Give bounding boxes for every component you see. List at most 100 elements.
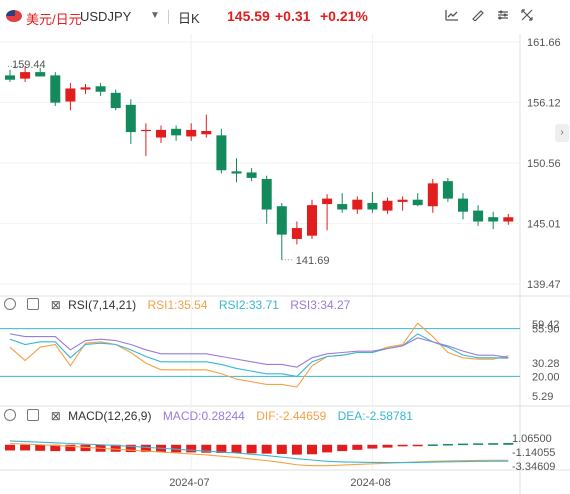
macd-bar xyxy=(412,444,423,447)
macd-tick-label: -3.34609 xyxy=(512,461,555,473)
candle-body xyxy=(337,204,348,210)
candle-body xyxy=(201,130,212,135)
dif-value: DIF:-2.44659 xyxy=(256,409,327,423)
macd-tick-label: 1.06500 xyxy=(512,433,552,445)
macd-bar xyxy=(110,444,121,452)
candle-body xyxy=(171,128,182,136)
macd-bar xyxy=(231,444,242,454)
candle-body xyxy=(95,86,106,92)
rsi2-value: RSI2:33.71 xyxy=(218,298,279,312)
macd-bar xyxy=(367,444,378,449)
high-label: 159.44 xyxy=(12,59,46,71)
rsi-square-icon: ⊠ xyxy=(50,298,61,312)
chart-canvas[interactable]: 159.44 141.69 161.66 156.12 150.56 145.01 139… xyxy=(0,34,570,494)
rsi-tick-label: 55.90 xyxy=(532,324,560,336)
rsi-tick-label: 59.42 xyxy=(532,319,560,331)
candle-body xyxy=(110,92,121,109)
macd-bar xyxy=(503,442,514,445)
low-label: 141.69 xyxy=(296,255,330,267)
candle-body xyxy=(50,75,61,103)
macd-bar xyxy=(50,444,61,452)
collapse-panel-icon[interactable]: › xyxy=(555,124,569,142)
macd-bar xyxy=(473,443,484,445)
macd-layer xyxy=(5,440,514,467)
rsi-tick-label: 20.00 xyxy=(532,371,560,383)
time-tick-label: 2024-08 xyxy=(350,477,390,489)
macd-bar xyxy=(201,444,212,453)
candle-body xyxy=(442,181,453,199)
symbol-name[interactable]: 美元/日元 xyxy=(26,12,82,27)
candle-body xyxy=(5,75,15,80)
candle-body xyxy=(307,205,317,236)
settings-gear-icon[interactable] xyxy=(27,409,40,421)
us-flag-icon xyxy=(6,10,22,22)
candle-body xyxy=(246,172,257,178)
candle-body xyxy=(65,88,76,102)
fullscreen-icon[interactable] xyxy=(518,9,536,25)
macd-bar xyxy=(20,444,31,451)
macd-bar xyxy=(382,444,393,448)
dea-value: DEA:-2.58781 xyxy=(337,409,413,423)
candle-body xyxy=(322,198,333,205)
last-price: 145.59 xyxy=(227,8,270,24)
candle-body xyxy=(427,183,438,207)
draw-tool-icon[interactable] xyxy=(469,9,487,25)
settings-gear-icon[interactable] xyxy=(27,298,40,310)
price-tick-label: 145.01 xyxy=(527,219,561,231)
chart-toolbar: 美元/日元 USDJPY ▼ 日K 145.59 +0.31 +0.21% xyxy=(0,0,570,34)
macd-square-icon: ⊠ xyxy=(50,409,61,423)
candle-body xyxy=(367,202,378,210)
chart-type-icon[interactable] xyxy=(443,9,461,25)
chevron-down-icon[interactable]: ▼ xyxy=(150,10,160,21)
price-tick-label: 161.66 xyxy=(527,37,561,49)
dif-line xyxy=(9,442,509,467)
macd-bar xyxy=(216,444,227,454)
period-select[interactable]: 日K xyxy=(178,11,200,26)
settings-icon[interactable] xyxy=(494,9,512,25)
macd-bar xyxy=(427,444,438,446)
eye-icon[interactable] xyxy=(4,409,16,421)
eye-icon[interactable] xyxy=(4,298,16,310)
rsi-name: RSI(7,14,21) xyxy=(68,298,137,312)
macd-bar xyxy=(322,444,333,453)
macd-bar xyxy=(307,444,317,455)
candle-body xyxy=(80,87,91,90)
macd-bar xyxy=(442,443,453,446)
toolbar-divider xyxy=(168,10,169,24)
rsi-layer xyxy=(0,322,520,388)
macd-bar xyxy=(246,444,257,454)
price-tick-label: 156.12 xyxy=(527,97,561,109)
macd-bar xyxy=(5,444,15,451)
candle-body xyxy=(35,72,46,77)
candle-body xyxy=(156,129,166,138)
macd-legend: ⊠ MACD(12,26,9) MACD:0.28244 DIF:-2.4465… xyxy=(4,409,421,423)
macd-bar xyxy=(65,444,76,452)
axes-layer: 161.66 156.12 150.56 145.01 139.47 59.4255.90… xyxy=(169,37,560,489)
candle-body xyxy=(140,129,151,132)
candle-body xyxy=(503,217,514,222)
macd-bar xyxy=(352,444,363,450)
candle-body xyxy=(276,206,287,235)
macd-bar xyxy=(80,444,91,452)
macd-tick-label: -1.14055 xyxy=(512,447,555,459)
rsi-tick-label: 30.28 xyxy=(532,358,560,370)
candle-body xyxy=(291,228,302,239)
rsi-series-rsi2 xyxy=(9,333,509,378)
symbol-code[interactable]: USDJPY xyxy=(80,9,132,24)
macd-bar xyxy=(125,444,136,453)
macd-bar xyxy=(140,444,151,453)
rsi-series-rsi3 xyxy=(9,333,509,368)
rsi-tick-label: 5.29 xyxy=(532,391,553,403)
candle-body xyxy=(231,171,242,174)
macd-bar xyxy=(35,444,46,451)
macd-value: MACD:0.28244 xyxy=(162,409,245,423)
candle-body xyxy=(488,217,499,222)
chart-grid xyxy=(0,34,570,494)
rsi3-value: RSI3:34.27 xyxy=(290,298,351,312)
macd-bar xyxy=(276,444,287,454)
candle-body xyxy=(458,198,468,212)
price-change-pct: +0.21% xyxy=(320,8,368,24)
candle-body xyxy=(20,72,31,79)
candle-body xyxy=(397,199,408,202)
macd-bar xyxy=(291,444,302,455)
